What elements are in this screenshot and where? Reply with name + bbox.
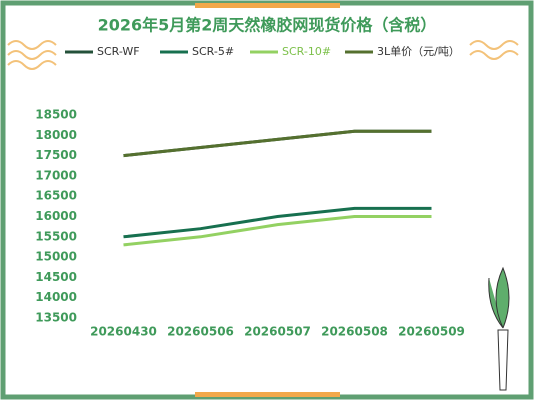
x-tick-label: 20260506 (167, 325, 234, 339)
legend-label: 3L单价（元/吨） (377, 45, 460, 58)
y-tick-label: 16500 (35, 189, 77, 203)
top-accent (195, 3, 340, 8)
x-tick-label: 20260507 (244, 325, 311, 339)
x-tick-label: 20260508 (321, 325, 388, 339)
bottom-accent (195, 392, 340, 397)
y-tick-label: 14000 (35, 290, 77, 304)
legend-label: SCR-10# (282, 45, 331, 58)
legend: SCR-WF SCR-5# SCR-10# 3L单价（元/吨） (65, 45, 460, 58)
y-tick-label: 18000 (35, 128, 77, 142)
series-line (123, 129, 432, 158)
x-tick-label: 20260430 (90, 325, 157, 339)
y-tick-label: 15500 (35, 229, 77, 243)
y-tick-label: 13500 (35, 311, 77, 325)
legend-label: SCR-WF (97, 45, 140, 58)
wave-decoration (7, 40, 57, 70)
x-tick-label: 20260509 (398, 325, 465, 339)
series-line (123, 215, 432, 247)
y-tick-label: 14500 (35, 270, 77, 284)
y-tick-label: 15000 (35, 250, 77, 264)
y-tick-label: 17000 (35, 168, 77, 182)
chart-title: 2026年5月第2周天然橡胶网现货价格（含税） (98, 16, 437, 35)
plant-leaf (488, 266, 510, 329)
legend-label: SCR-5# (192, 45, 234, 58)
y-tick-label: 16000 (35, 209, 77, 223)
y-tick-label: 18500 (35, 108, 77, 122)
wave-decoration (469, 40, 519, 60)
plant-pot (497, 329, 509, 391)
series-line (123, 206, 432, 239)
y-tick-label: 17500 (35, 148, 77, 162)
